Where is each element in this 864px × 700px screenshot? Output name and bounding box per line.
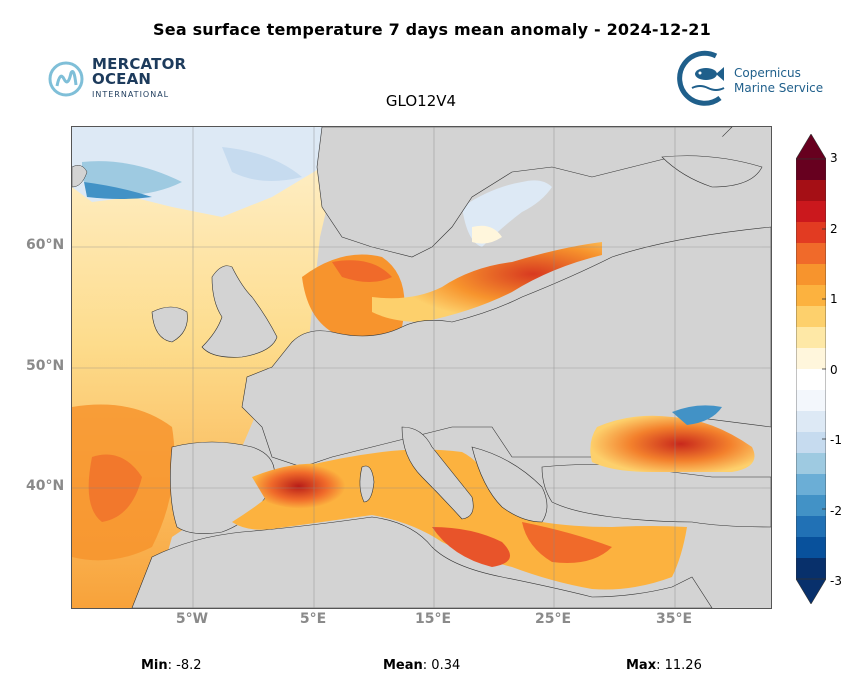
mercator-logo-line1: MERCATOR xyxy=(92,55,187,73)
stat-max-value: : 11.26 xyxy=(656,658,702,673)
copernicus-fish-icon xyxy=(677,50,725,106)
colorbar-segment xyxy=(796,243,826,265)
colorbar-segment xyxy=(796,369,826,391)
sst-anomaly-map xyxy=(71,126,772,609)
mercator-ocean-logo: MERCATOR OCEAN INTERNATIONAL xyxy=(48,57,218,103)
lat-label-40n: 40°N xyxy=(26,478,65,494)
colorbar-segment xyxy=(796,453,826,475)
colorbar-segment xyxy=(796,537,826,559)
colorbar-tick-neg2: -2 xyxy=(830,504,842,518)
stat-max: Max: 11.26 xyxy=(626,658,702,673)
stat-min: Min: -8.2 xyxy=(141,658,202,673)
copernicus-logo-line1: Copernicus xyxy=(734,66,801,80)
copernicus-marine-logo: Copernicus Marine Service xyxy=(676,50,826,108)
colorbar-segment xyxy=(796,264,826,286)
map-title: Sea surface temperature 7 days mean anom… xyxy=(153,20,711,39)
colorbar-max-arrow xyxy=(795,133,827,160)
colorbar-segment xyxy=(796,474,826,496)
colorbar-tick-2: 2 xyxy=(830,222,838,236)
colorbar-graphic xyxy=(795,133,827,605)
stat-mean: Mean: 0.34 xyxy=(383,658,460,673)
model-subtitle: GLO12V4 xyxy=(385,92,457,110)
colorbar-tick-0: 0 xyxy=(830,363,838,377)
colorbar-tick-neg1: -1 xyxy=(830,433,842,447)
colorbar-segment xyxy=(796,390,826,412)
colorbar-segment xyxy=(796,516,826,538)
colorbar-segment xyxy=(796,432,826,454)
colorbar-segment xyxy=(796,201,826,223)
colorbar-segment xyxy=(796,327,826,349)
lon-label-5e: 5°E xyxy=(299,611,327,627)
colorbar-segment xyxy=(796,348,826,370)
stat-mean-value: : 0.34 xyxy=(422,658,461,673)
colorbar-segment xyxy=(796,411,826,433)
copernicus-logo-line2: Marine Service xyxy=(734,81,824,95)
colorbar-tick-3: 3 xyxy=(830,151,838,165)
colorbar-min-arrow xyxy=(795,578,827,605)
stat-max-label: Max xyxy=(626,658,657,673)
colorbar-tick-neg3: -3 xyxy=(830,574,842,588)
colorbar-segment xyxy=(796,558,826,580)
lon-label-5w: 5°W xyxy=(175,611,209,627)
colorbar-segment xyxy=(796,495,826,517)
mercator-logo-line2: OCEAN xyxy=(92,70,152,88)
stat-min-value: : -8.2 xyxy=(167,658,202,673)
colorbar-segment xyxy=(796,180,826,202)
colorbar-segment xyxy=(796,306,826,328)
colorbar-tick-1: 1 xyxy=(830,292,838,306)
map-canvas xyxy=(72,127,771,608)
colorbar xyxy=(795,133,827,605)
stat-min-label: Min xyxy=(141,658,168,673)
mercator-logo-line3: INTERNATIONAL xyxy=(92,90,170,99)
colorbar-segment xyxy=(796,285,826,307)
mercator-logo-icon xyxy=(48,61,84,97)
lon-label-25e: 25°E xyxy=(534,611,572,627)
colorbar-segment xyxy=(796,159,826,181)
lat-label-50n: 50°N xyxy=(26,358,65,374)
stat-mean-label: Mean xyxy=(383,658,423,673)
lat-label-60n: 60°N xyxy=(26,237,65,253)
lon-label-15e: 15°E xyxy=(414,611,452,627)
lon-label-35e: 35°E xyxy=(655,611,693,627)
colorbar-segment xyxy=(796,222,826,244)
